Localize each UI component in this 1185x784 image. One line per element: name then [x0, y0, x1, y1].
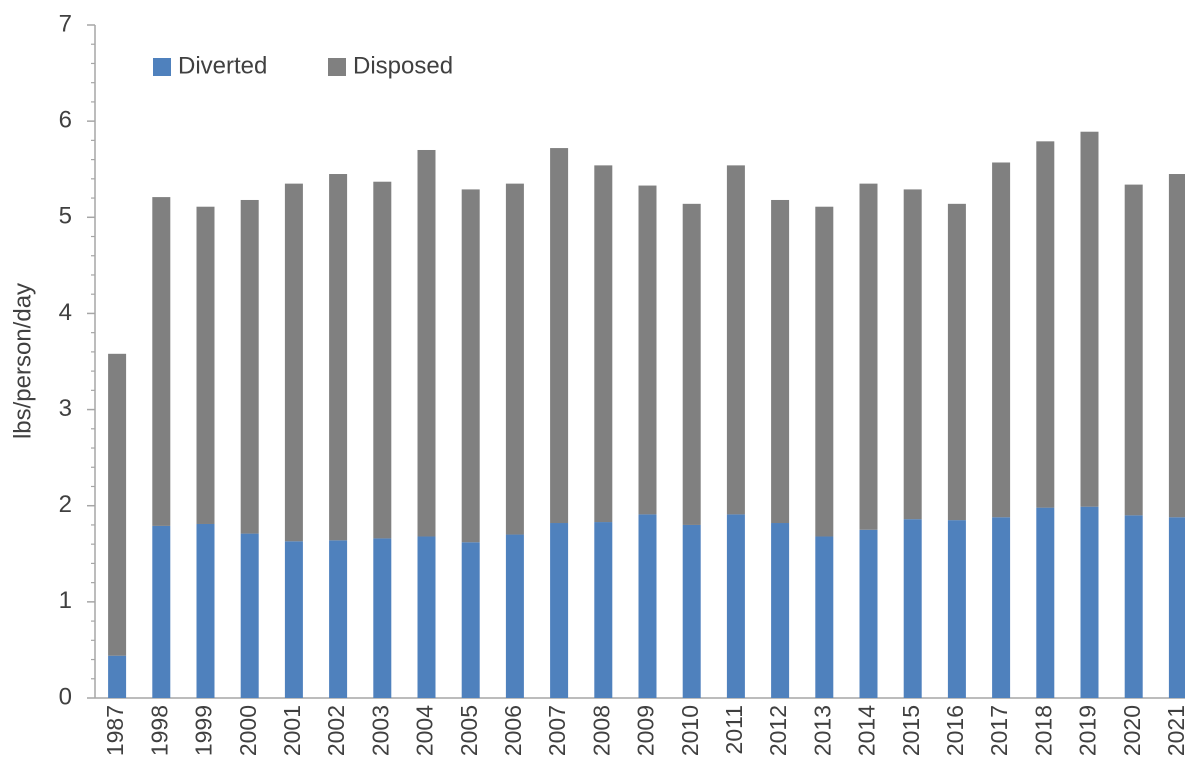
- bar-segment: [550, 523, 569, 698]
- x-tick-label: 2011: [721, 705, 747, 754]
- bar-segment: [108, 353, 127, 656]
- bar-segment: [947, 203, 966, 521]
- legend-swatch: [328, 58, 346, 76]
- legend-label: Diverted: [178, 52, 267, 79]
- x-tick-label: 2002: [323, 705, 349, 756]
- bar-segment: [373, 181, 392, 539]
- x-tick-label: 2000: [235, 705, 261, 756]
- bar-segment: [947, 520, 966, 698]
- x-tick-label: 2012: [765, 705, 791, 756]
- bar-segment: [726, 165, 745, 515]
- x-tick-label: 2017: [986, 705, 1012, 756]
- bar-segment: [550, 148, 569, 524]
- x-tick-label: 2020: [1119, 705, 1145, 756]
- x-tick-label: 2005: [456, 705, 482, 756]
- bar-segment: [903, 189, 922, 520]
- x-tick-label: 2007: [544, 705, 570, 756]
- bar-segment: [1036, 507, 1055, 698]
- bar-segment: [594, 165, 613, 523]
- bar-segment: [638, 514, 657, 698]
- x-tick-label: 2004: [412, 705, 438, 756]
- bar-segment: [1124, 515, 1143, 698]
- y-tick-label: 6: [59, 106, 72, 133]
- bar-segment: [682, 524, 701, 698]
- bar-segment: [240, 533, 259, 698]
- bar-segment: [594, 522, 613, 698]
- bar-segment: [859, 529, 878, 698]
- y-tick-label: 3: [59, 395, 72, 422]
- x-tick-label: 1998: [146, 705, 172, 756]
- bar-segment: [1036, 141, 1055, 508]
- bar-segment: [196, 523, 215, 698]
- bar-segment: [1080, 131, 1099, 507]
- x-tick-label: 2006: [500, 705, 526, 756]
- bar-segment: [726, 514, 745, 698]
- bar-segment: [284, 541, 303, 698]
- legend-label: Disposed: [353, 52, 453, 79]
- bar-segment: [815, 536, 834, 698]
- x-tick-label: 2008: [588, 705, 614, 756]
- bar-segment: [771, 199, 790, 524]
- x-tick-label: 2019: [1075, 705, 1101, 756]
- bar-segment: [903, 519, 922, 698]
- bar-segment: [638, 185, 657, 515]
- bar-segment: [992, 517, 1011, 698]
- bar-segment: [815, 206, 834, 537]
- x-tick-label: 2018: [1030, 705, 1056, 756]
- y-tick-label: 0: [59, 683, 72, 710]
- bar-segment: [284, 183, 303, 542]
- x-tick-label: 2016: [942, 705, 968, 756]
- bar-segment: [1080, 506, 1099, 698]
- bar-segment: [992, 162, 1011, 518]
- x-tick-label: 2010: [677, 705, 703, 756]
- bar-segment: [108, 655, 127, 698]
- bar-segment: [152, 525, 171, 698]
- y-tick-label: 7: [59, 10, 72, 37]
- x-tick-label: 2014: [854, 705, 880, 756]
- bar-segment: [329, 540, 348, 698]
- bar-segment: [373, 538, 392, 698]
- x-tick-label: 2001: [279, 705, 305, 756]
- bar-segment: [1168, 174, 1185, 518]
- x-tick-label: 2013: [809, 705, 835, 756]
- x-tick-label: 2003: [367, 705, 393, 756]
- bar-segment: [1168, 517, 1185, 698]
- bar-segment: [196, 206, 215, 524]
- bar-segment: [859, 183, 878, 530]
- x-tick-label: 1999: [191, 705, 217, 756]
- bar-segment: [771, 523, 790, 698]
- bar-segment: [152, 197, 171, 526]
- bar-segment: [1124, 184, 1143, 516]
- bar-segment: [461, 189, 480, 543]
- y-axis-label: lbs/person/day: [9, 283, 36, 439]
- x-tick-label: 1987: [102, 705, 128, 756]
- legend-swatch: [153, 58, 171, 76]
- bar-segment: [417, 149, 436, 537]
- bar-segment: [505, 534, 524, 698]
- x-tick-label: 2021: [1163, 705, 1185, 756]
- y-tick-label: 4: [59, 299, 72, 326]
- bar-segment: [240, 199, 259, 534]
- bar-segment: [682, 203, 701, 525]
- bar-segment: [505, 183, 524, 535]
- y-tick-label: 2: [59, 491, 72, 518]
- y-tick-label: 5: [59, 203, 72, 230]
- x-tick-label: 2015: [898, 705, 924, 756]
- x-tick-label: 2009: [633, 705, 659, 756]
- bar-segment: [329, 174, 348, 541]
- bar-segment: [417, 536, 436, 698]
- bar-segment: [461, 542, 480, 698]
- y-tick-label: 1: [59, 587, 72, 614]
